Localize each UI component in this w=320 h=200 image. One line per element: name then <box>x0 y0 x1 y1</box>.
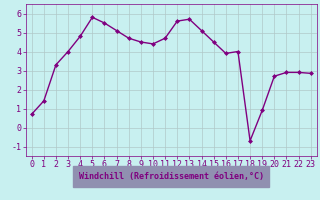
X-axis label: Windchill (Refroidissement éolien,°C): Windchill (Refroidissement éolien,°C) <box>79 172 264 181</box>
